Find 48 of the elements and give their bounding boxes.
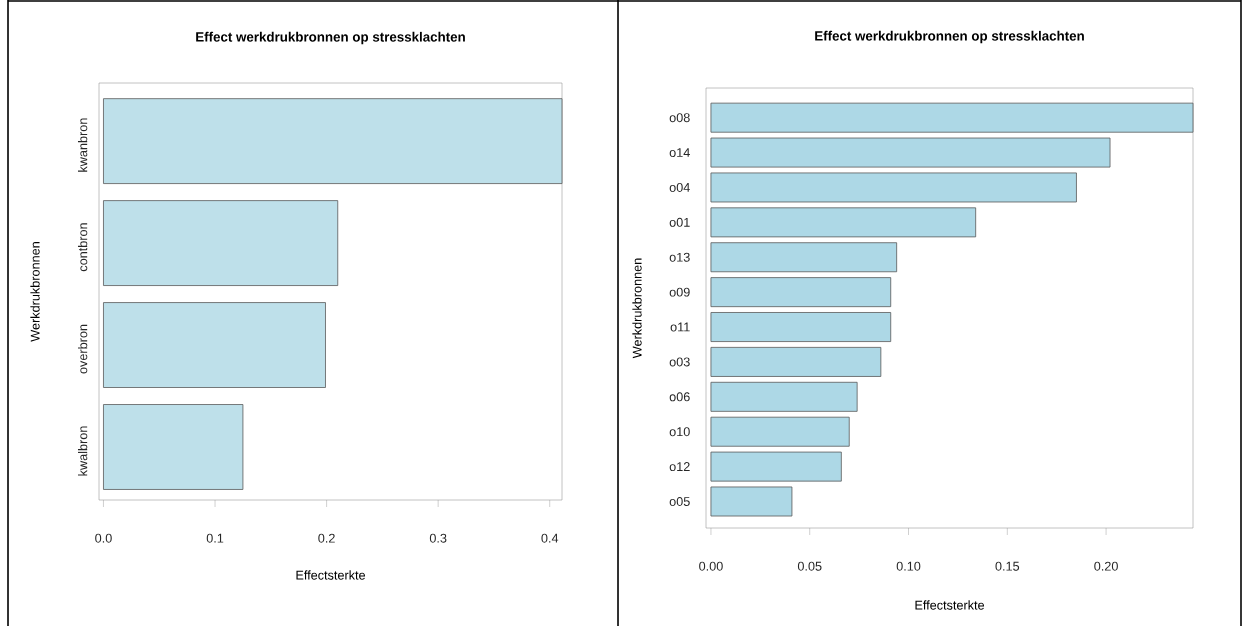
- bar: [710, 137, 1111, 168]
- y-axis-title: Werkdrukbronnen: [632, 258, 642, 359]
- x-tick-label: 0.4: [541, 533, 559, 543]
- bar: [710, 172, 1077, 203]
- y-tick-label: o12: [669, 462, 690, 472]
- y-tick-label: o14: [669, 148, 690, 157]
- bar: [710, 277, 892, 308]
- y-tick-label: kwanbron: [77, 118, 88, 172]
- bar: [710, 102, 1194, 133]
- y-tick-label: o10: [669, 427, 690, 437]
- x-tick-label: 0.10: [896, 561, 921, 571]
- bar: [103, 98, 563, 184]
- bar: [710, 416, 850, 447]
- y-tick-label: kwalbron: [77, 426, 88, 476]
- y-tick-label: o04: [669, 182, 690, 192]
- x-tick-label: 0.3: [429, 533, 447, 543]
- y-tick-label: o03: [669, 357, 690, 367]
- bar: [710, 451, 842, 482]
- x-axis-title: Effectsterkte: [915, 600, 985, 610]
- x-tick-label: 0.15: [995, 561, 1020, 571]
- y-tick-label: o05: [669, 497, 690, 506]
- y-tick-label: o01: [669, 217, 690, 227]
- bar: [710, 207, 977, 238]
- y-tick-label: o08: [669, 113, 690, 123]
- chart-title: Effect werkdrukbronnen op stressklachten: [196, 31, 465, 45]
- chart-title: Effect werkdrukbronnen op stressklachten: [815, 30, 1084, 44]
- y-tick-label: overbron: [77, 324, 88, 374]
- x-tick-label: 0.20: [1094, 561, 1118, 571]
- bar: [103, 200, 339, 286]
- x-tick-label: 0.2: [318, 533, 335, 543]
- y-tick-label: contbron: [77, 223, 88, 272]
- x-tick-label: 0.05: [797, 561, 822, 571]
- bar: [710, 381, 858, 412]
- x-tick-label: 0.00: [699, 561, 723, 571]
- x-tick-label: 0.0: [95, 533, 112, 543]
- bar: [710, 242, 898, 273]
- y-tick-label: o11: [670, 322, 690, 332]
- x-axis-title: Effectsterkte: [296, 570, 366, 580]
- bar: [103, 302, 326, 388]
- bar: [710, 486, 793, 517]
- bar: [710, 312, 892, 342]
- bar: [103, 404, 244, 490]
- y-axis-title: Werkdrukbronnen: [30, 242, 40, 342]
- y-tick-label: o09: [669, 287, 690, 297]
- x-tick-label: 0.1: [206, 533, 224, 543]
- bar: [710, 346, 882, 377]
- y-tick-label: o06: [669, 392, 690, 402]
- y-tick-label: o13: [669, 252, 690, 262]
